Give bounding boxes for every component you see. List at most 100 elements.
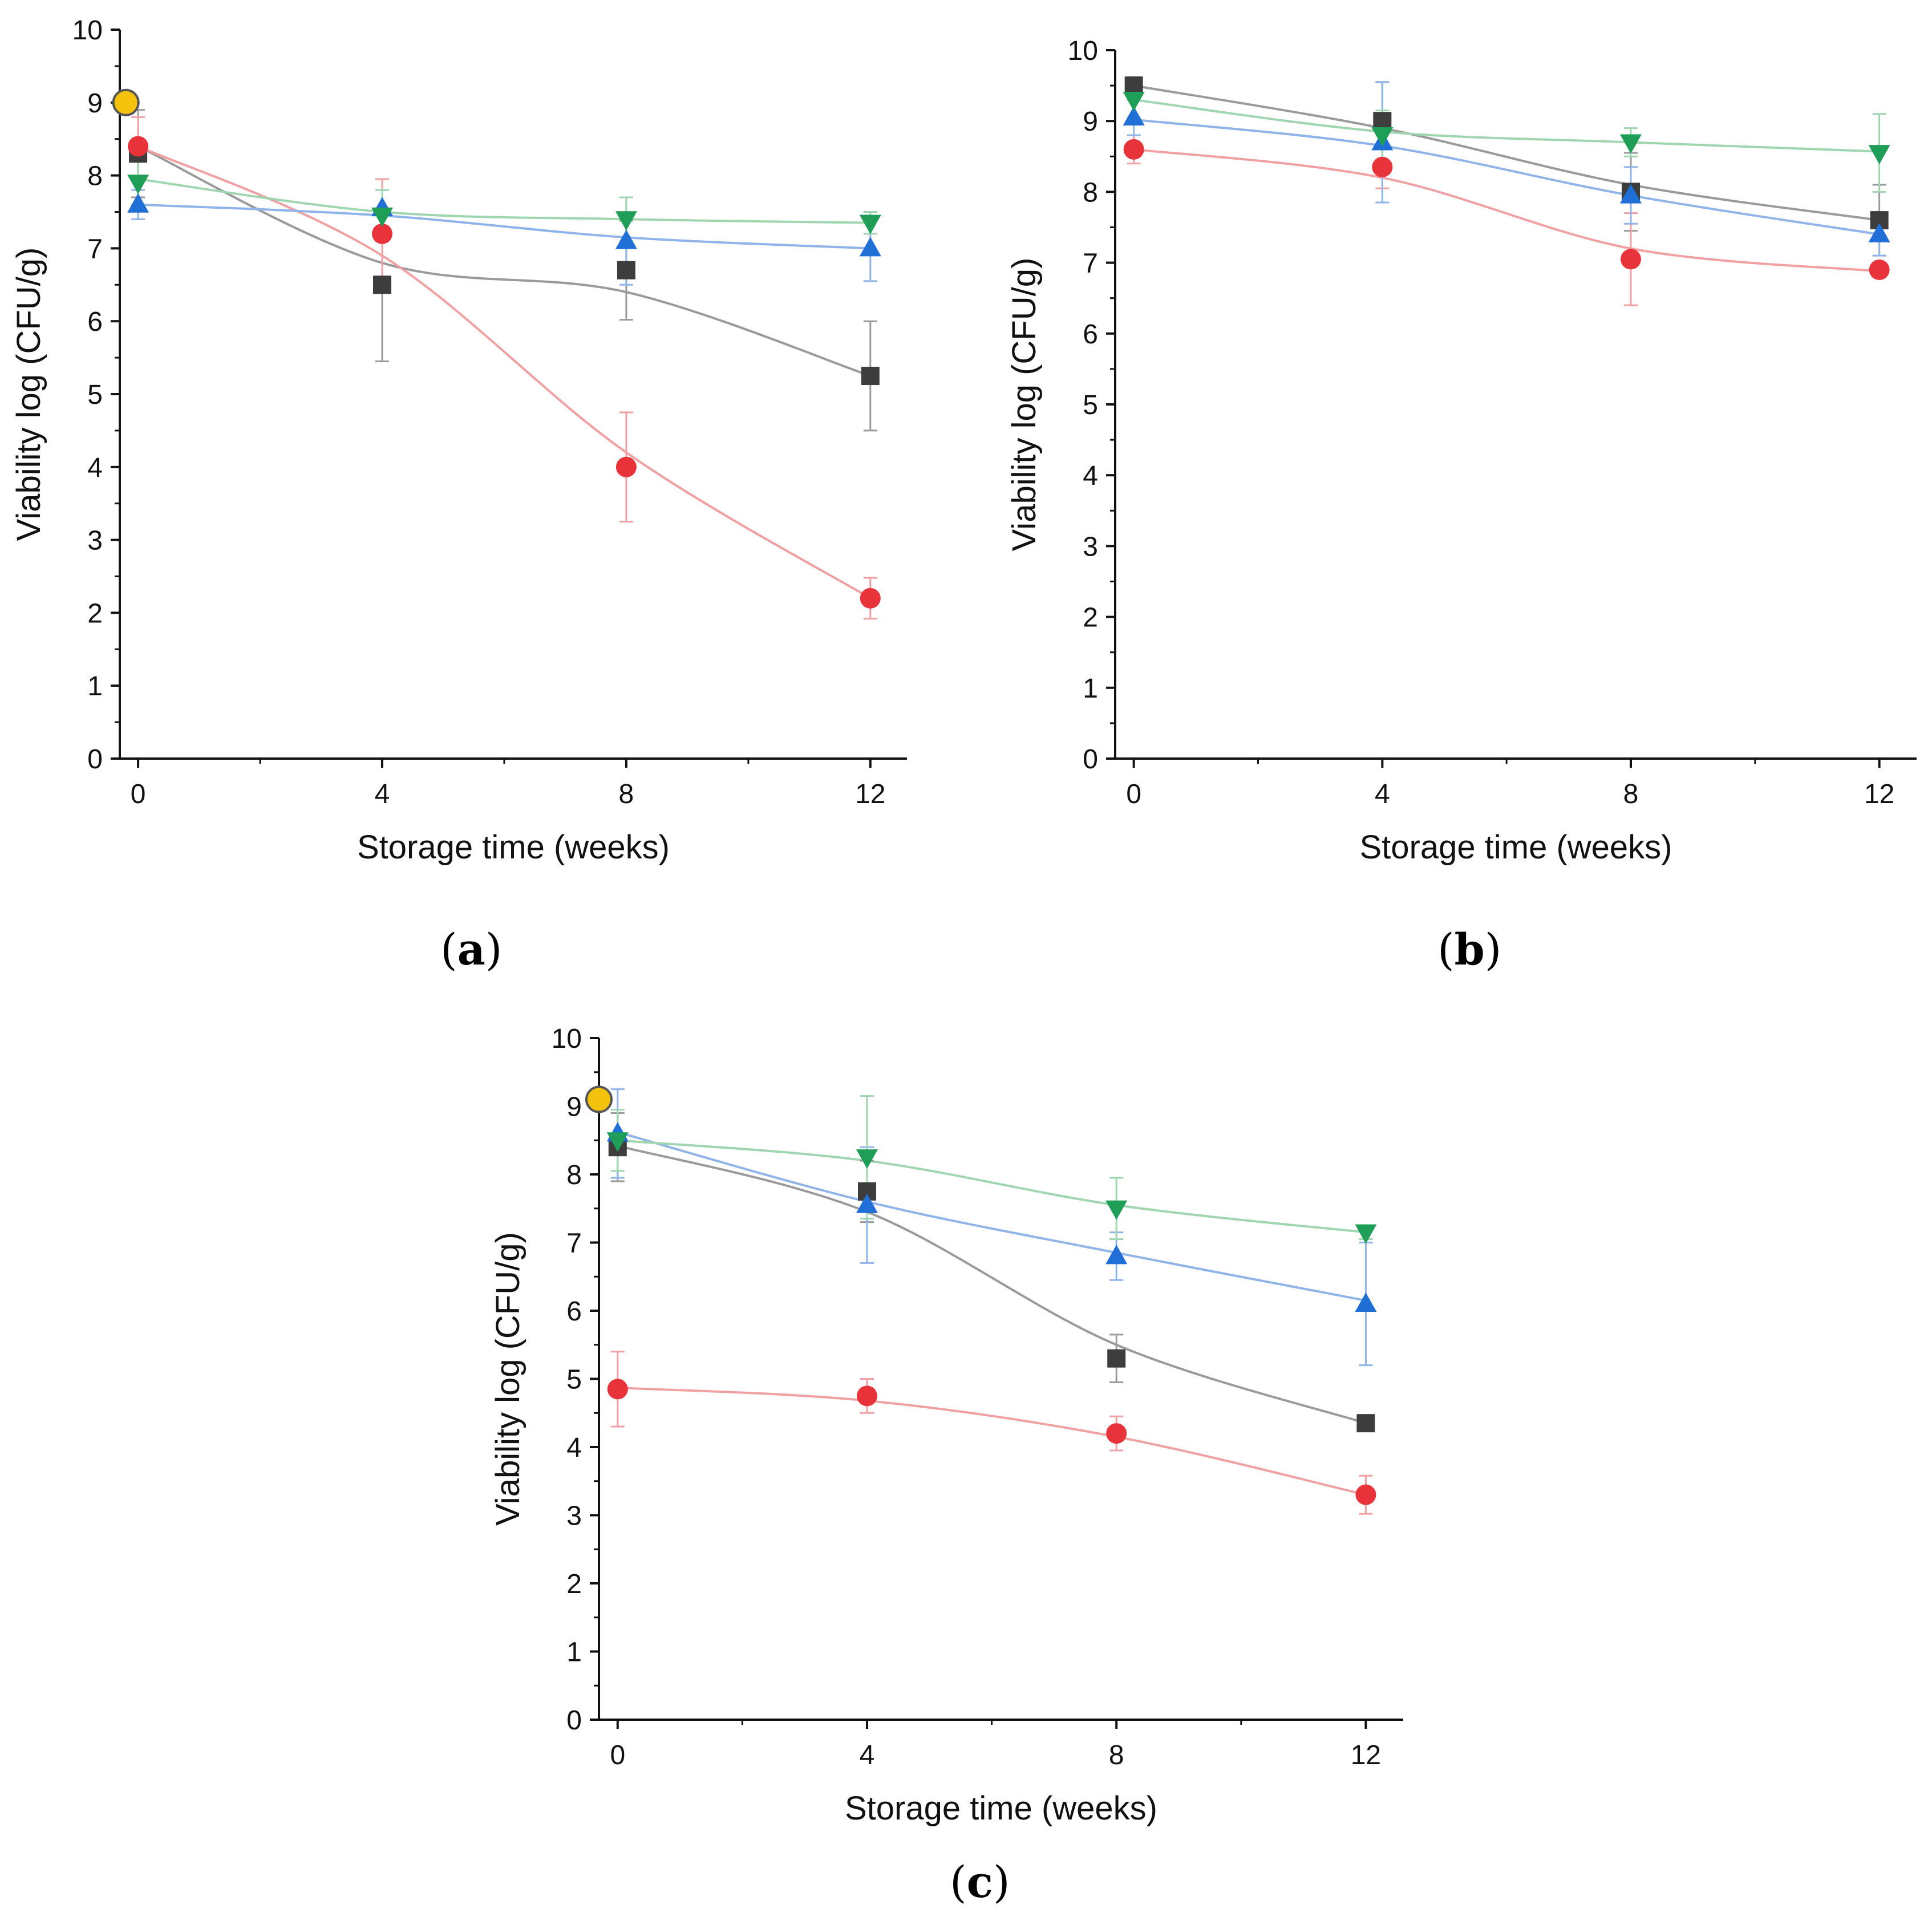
y-tick-label: 3	[566, 1501, 582, 1531]
x-tick-label: 12	[1351, 1740, 1381, 1770]
x-tick-label: 8	[619, 779, 634, 809]
y-axis-title: Viability log (CFU/g)	[489, 1232, 526, 1526]
x-tick-label: 12	[1864, 779, 1894, 809]
panel-label-a: (a)	[440, 924, 503, 975]
data-point-green	[615, 211, 637, 231]
fit-curve-green	[1133, 98, 1880, 153]
y-tick-label: 10	[1068, 36, 1098, 66]
panel-label-c: (c)	[950, 1857, 1010, 1907]
data-point-blue	[1123, 106, 1145, 125]
data-point-black	[1124, 76, 1143, 95]
y-tick-label: 8	[87, 161, 103, 192]
panel-letter-a: a	[457, 924, 485, 975]
data-point-blue	[615, 229, 637, 249]
y-tick-label: 1	[566, 1638, 582, 1668]
y-axis-title: Viability log (CFU/g)	[10, 248, 47, 541]
fit-curve-green	[137, 178, 870, 224]
data-point-green	[859, 214, 881, 234]
x-tick-label: 0	[131, 779, 146, 809]
data-point-red	[607, 1379, 628, 1400]
data-point-red	[860, 587, 881, 609]
y-tick-label: 9	[566, 1092, 582, 1122]
data-point-blue	[127, 193, 149, 213]
y-tick-label: 2	[566, 1569, 582, 1599]
data-point-green	[1619, 134, 1642, 154]
x-tick-label: 8	[1623, 779, 1639, 809]
x-axis-title: Storage time (weeks)	[1360, 829, 1672, 866]
y-tick-label: 4	[566, 1433, 582, 1463]
data-point-black	[1107, 1349, 1126, 1368]
fit-curve-red	[1133, 148, 1880, 273]
data-point-red	[1372, 156, 1393, 177]
y-tick-label: 3	[87, 526, 103, 556]
fit-curve-red	[137, 145, 871, 599]
y-tick-label: 6	[1083, 319, 1098, 350]
data-point-initial	[585, 1085, 613, 1113]
data-point-blue	[1105, 1245, 1128, 1265]
fit-curve-green	[617, 1139, 1366, 1234]
x-tick-label: 0	[610, 1740, 625, 1770]
fit-curve-black	[617, 1144, 1367, 1425]
y-tick-label: 10	[552, 1024, 582, 1054]
y-tick-label: 6	[87, 307, 103, 337]
data-point-green	[371, 207, 393, 227]
y-tick-label: 10	[72, 15, 103, 46]
data-point-green	[1868, 145, 1890, 165]
data-point-red	[128, 136, 149, 157]
data-point-red	[1355, 1484, 1376, 1505]
fit-curve-black	[137, 145, 871, 377]
y-tick-label: 1	[1083, 674, 1098, 704]
data-point-green	[1105, 1200, 1128, 1220]
data-point-blue	[1868, 222, 1890, 242]
data-point-green	[1371, 127, 1394, 147]
data-point-red	[857, 1385, 877, 1407]
y-tick-label: 5	[1083, 390, 1098, 420]
data-point-green	[1355, 1224, 1377, 1244]
y-tick-label: 4	[87, 453, 103, 483]
data-point-black	[373, 275, 391, 294]
panel-letter-c: c	[966, 1857, 993, 1907]
data-point-green	[606, 1132, 629, 1152]
y-tick-label: 7	[87, 234, 103, 264]
y-tick-label: 7	[566, 1229, 582, 1259]
data-point-green	[856, 1149, 878, 1169]
y-tick-label: 0	[87, 744, 103, 775]
y-tick-label: 8	[566, 1160, 582, 1190]
data-point-black	[861, 367, 880, 386]
data-point-black	[1356, 1414, 1375, 1433]
y-tick-label: 2	[87, 598, 103, 629]
data-point-red	[1620, 249, 1641, 270]
data-point-red	[1123, 139, 1144, 160]
y-axis-title: Viability log (CFU/g)	[1006, 258, 1043, 552]
data-point-red	[372, 223, 392, 244]
data-point-blue	[856, 1193, 878, 1213]
y-tick-label: 4	[1083, 461, 1098, 491]
y-tick-label: 5	[566, 1365, 582, 1395]
y-tick-label: 2	[1083, 603, 1098, 633]
y-tick-label: 8	[1083, 177, 1098, 208]
data-point-green	[1123, 91, 1145, 111]
y-tick-label: 1	[87, 671, 103, 702]
data-point-black	[617, 261, 635, 279]
x-tick-label: 8	[1109, 1740, 1124, 1770]
data-point-black	[1373, 112, 1392, 131]
x-tick-label: 4	[860, 1740, 875, 1770]
data-point-red	[615, 456, 637, 477]
data-point-red	[1106, 1423, 1127, 1444]
fit-curve-red	[617, 1387, 1366, 1496]
fit-curve-blue	[617, 1130, 1366, 1302]
data-point-blue	[859, 237, 881, 257]
y-tick-label: 3	[1083, 532, 1098, 562]
x-tick-label: 0	[1126, 779, 1141, 809]
y-tick-label: 0	[1083, 744, 1098, 775]
fit-curve-blue	[1133, 118, 1880, 236]
x-tick-label: 4	[375, 779, 390, 809]
y-tick-label: 6	[566, 1296, 582, 1327]
data-point-blue	[1355, 1292, 1377, 1312]
data-point-green	[127, 175, 149, 194]
y-tick-label: 0	[566, 1705, 582, 1736]
data-point-blue	[1619, 184, 1642, 204]
